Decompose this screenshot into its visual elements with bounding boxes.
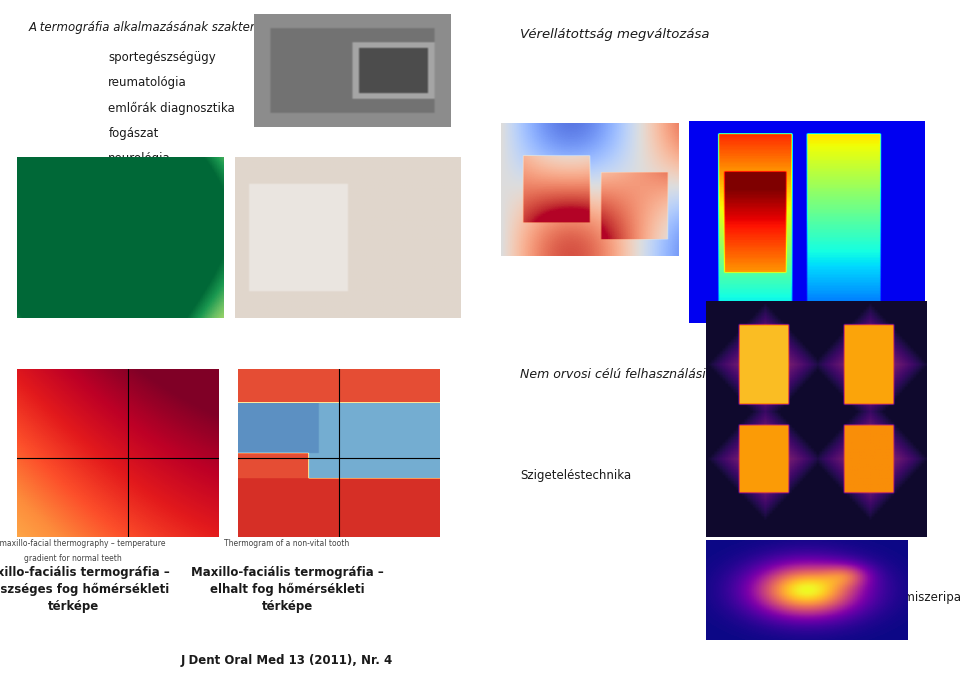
Text: fogászat: fogászat bbox=[108, 127, 158, 140]
Text: gyulladás vagy trombózis: gyulladás vagy trombózis bbox=[728, 216, 879, 229]
Text: Maxillo-faciális termográfia –
elhalt fog hőmérsékleti
térképe: Maxillo-faciális termográfia – elhalt fo… bbox=[191, 566, 383, 614]
Text: Oral maxillo-facial thermography – temperature: Oral maxillo-facial thermography – tempe… bbox=[0, 539, 165, 549]
Text: Szigeteléstechnika: Szigeteléstechnika bbox=[519, 469, 631, 482]
Text: Nem orvosi célú felhasználási területek: Nem orvosi célú felhasználási területek bbox=[519, 367, 766, 380]
Text: Maxillo-faciális termográfia –
egészséges fog hőmérsékleti
térképe: Maxillo-faciális termográfia – egészsége… bbox=[0, 566, 170, 614]
Text: neurológia: neurológia bbox=[108, 152, 171, 165]
Text: A termográfia alkalmazásának szakterületei:: A termográfia alkalmazásának szakterület… bbox=[29, 21, 292, 34]
Text: reumatológia: reumatológia bbox=[108, 77, 187, 90]
Text: Thermogram of a non-vital tooth: Thermogram of a non-vital tooth bbox=[225, 539, 349, 549]
Text: gradient for normal teeth: gradient for normal teeth bbox=[24, 554, 122, 564]
Text: sportegészségügy: sportegészségügy bbox=[108, 51, 216, 64]
Text: J Dent Oral Med 13 (2011), Nr. 4: J Dent Oral Med 13 (2011), Nr. 4 bbox=[180, 654, 394, 667]
Text: Vérellátottság megváltozása: Vérellátottság megváltozása bbox=[519, 27, 709, 40]
Text: Élelmiszeripar: Élelmiszeripar bbox=[882, 590, 960, 604]
Text: thermal camera: thermal camera bbox=[288, 245, 366, 254]
Text: dohányzás: dohányzás bbox=[529, 139, 592, 152]
Text: emlőrák diagnosztika: emlőrák diagnosztika bbox=[108, 102, 235, 115]
